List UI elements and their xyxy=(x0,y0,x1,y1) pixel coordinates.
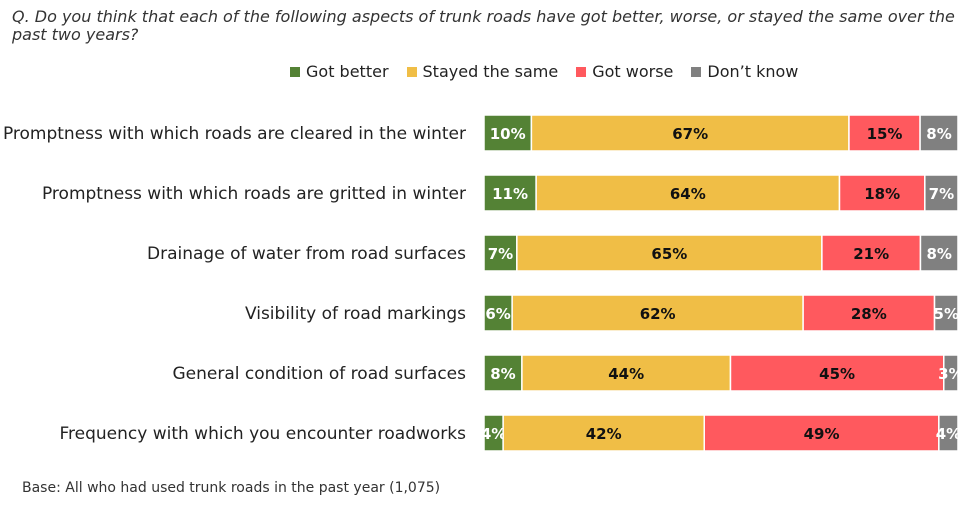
data-label: 8% xyxy=(490,365,515,383)
category-label: Promptness with which roads are gritted … xyxy=(42,184,466,204)
data-label: 42% xyxy=(586,425,622,443)
bar-segment xyxy=(938,414,959,452)
data-label: 65% xyxy=(651,245,687,263)
legend-label: Don’t know xyxy=(707,62,799,81)
data-label: 44% xyxy=(608,365,644,383)
legend-label: Got worse xyxy=(592,62,674,81)
data-label: 45% xyxy=(819,365,855,383)
bar-segment xyxy=(483,174,537,212)
bar-segment xyxy=(483,294,513,332)
bar-segment xyxy=(919,114,959,152)
category-label: General condition of road surfaces xyxy=(172,364,466,384)
bar-segment xyxy=(521,354,732,392)
bar-segment xyxy=(502,414,705,452)
data-label: 3% xyxy=(938,365,963,383)
data-label: 7% xyxy=(929,185,954,203)
bar-segment xyxy=(933,294,959,332)
legend-item: Got better xyxy=(290,62,389,81)
data-label: 11% xyxy=(492,185,528,203)
legend: Got better Stayed the same Got worse Don’t … xyxy=(290,62,798,81)
legend-swatch xyxy=(406,66,417,77)
bar-segment xyxy=(483,114,533,152)
bar-segment xyxy=(919,234,959,272)
data-label: 28% xyxy=(851,305,887,323)
legend-item: Don’t know xyxy=(691,62,798,81)
bar-segment xyxy=(703,414,940,452)
category-label: Promptness with which roads are cleared … xyxy=(3,124,466,144)
bar-segment xyxy=(943,354,959,392)
data-label: 15% xyxy=(867,125,903,143)
category-label: Frequency with which you encounter roadw… xyxy=(59,424,466,444)
bar-segment xyxy=(924,174,959,212)
data-label: 10% xyxy=(490,125,526,143)
data-label: 7% xyxy=(488,245,513,263)
data-label: 5% xyxy=(934,305,959,323)
data-label: 62% xyxy=(640,305,676,323)
legend-swatch xyxy=(691,66,702,77)
data-label: 4% xyxy=(936,425,961,443)
data-label: 49% xyxy=(804,425,840,443)
question-text: Q. Do you think that each of the followi… xyxy=(12,7,955,44)
category-label: Visibility of road markings xyxy=(245,304,466,324)
bar-segment xyxy=(530,114,850,152)
bar-segment xyxy=(848,114,921,152)
legend-item: Got worse xyxy=(576,62,673,81)
legend-item: Stayed the same xyxy=(406,62,559,81)
data-label: 8% xyxy=(926,125,951,143)
data-label: 4% xyxy=(481,425,506,443)
legend-label: Stayed the same xyxy=(422,62,559,81)
data-label: 64% xyxy=(670,185,706,203)
data-label: 21% xyxy=(853,245,889,263)
bar-segment xyxy=(483,354,523,392)
data-label: 6% xyxy=(485,305,510,323)
bar-segment xyxy=(729,354,945,392)
data-label: 8% xyxy=(926,245,951,263)
legend-swatch xyxy=(290,66,300,77)
base-note: Base: All who had used trunk roads in th… xyxy=(22,480,441,496)
bar-segment xyxy=(802,294,936,332)
legend-swatch xyxy=(576,66,587,77)
data-label: 18% xyxy=(864,185,900,203)
category-label: Drainage of water from road surfaces xyxy=(147,244,466,264)
data-label: 67% xyxy=(672,125,708,143)
bar-segment xyxy=(516,234,823,272)
legend-label: Got better xyxy=(306,62,389,81)
